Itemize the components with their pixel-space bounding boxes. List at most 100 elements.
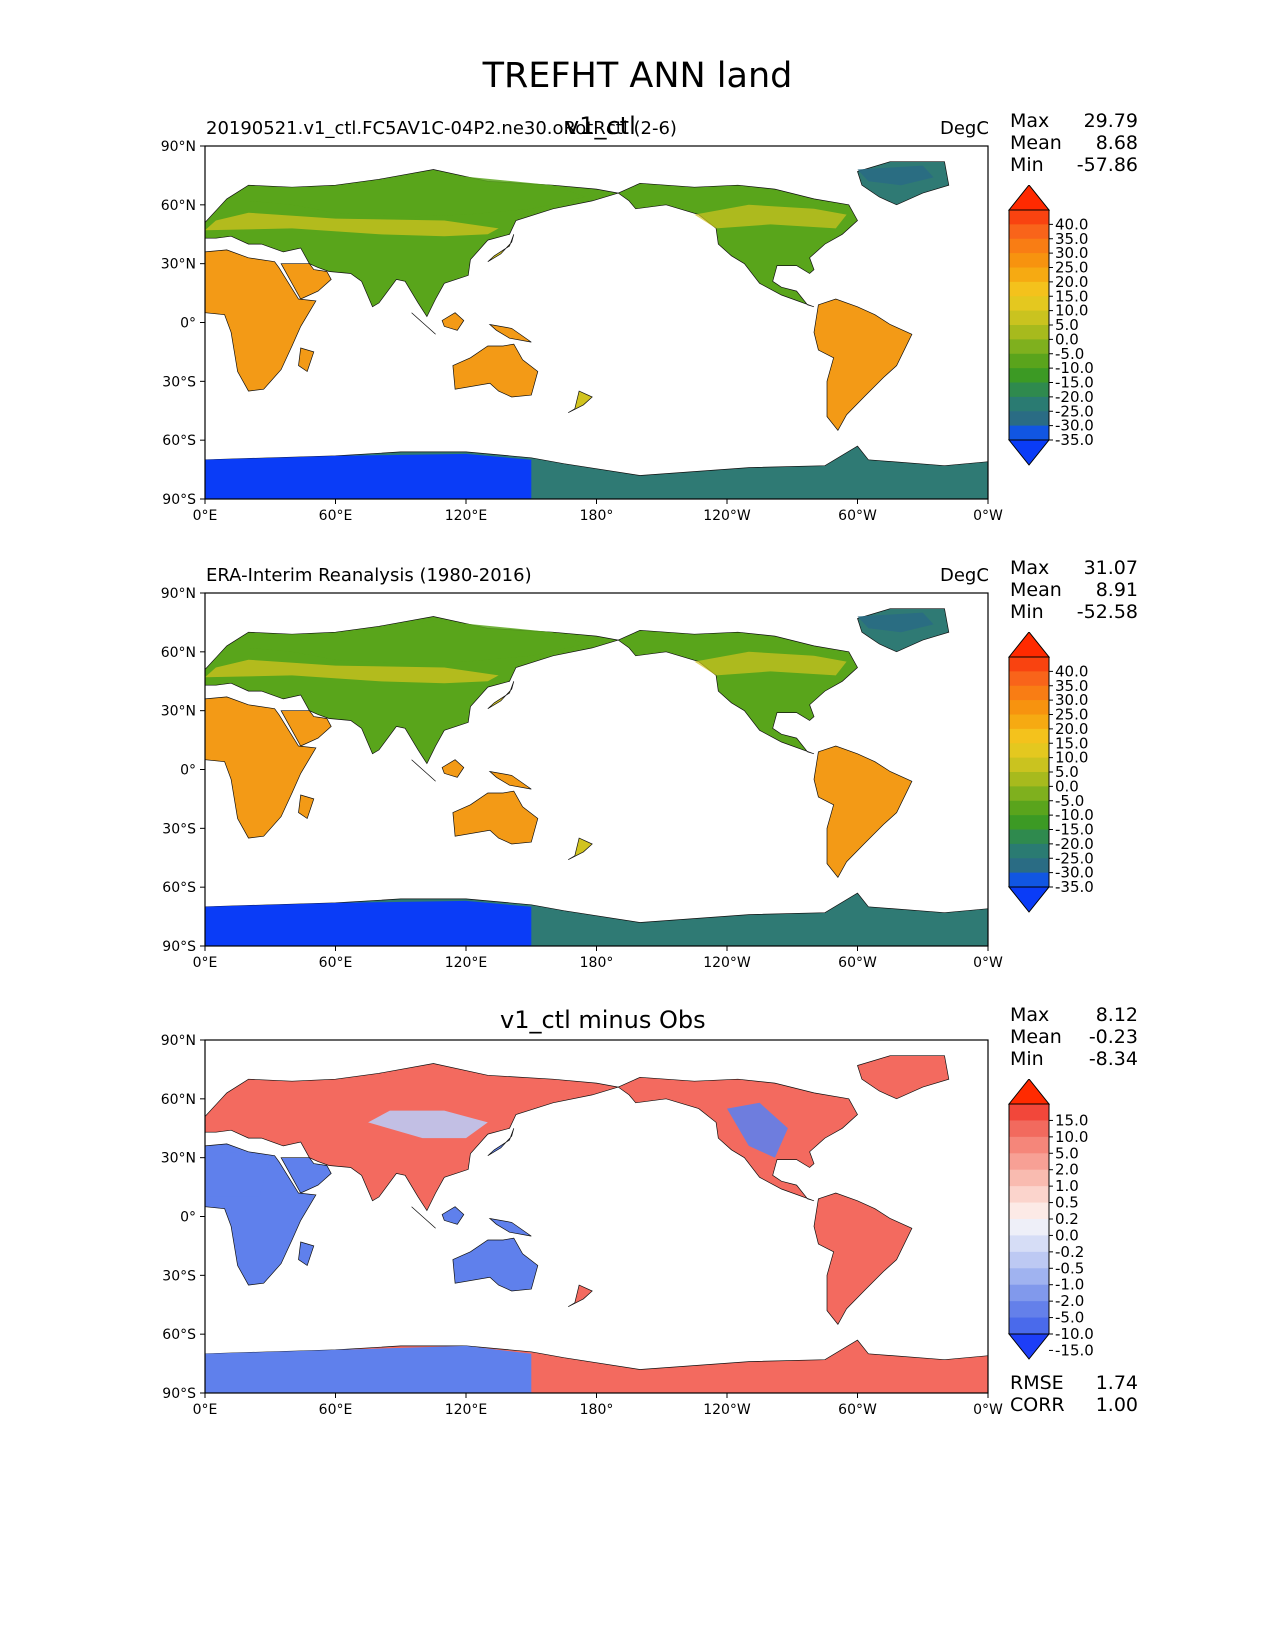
- land-australia: [452, 790, 539, 845]
- panel-1-stats: Max 29.79 Mean 8.68 Min -57.86: [1010, 111, 1138, 177]
- y-tick-label: 90°N: [161, 586, 196, 602]
- colorbar-bin: [1009, 296, 1049, 312]
- y-tick-label: 60°N: [161, 645, 196, 661]
- x-tick-label: 60°E: [319, 1402, 353, 1418]
- stat-max-value: 31.07: [1083, 557, 1138, 579]
- colorbar-label: -15.0: [1055, 821, 1094, 839]
- colorbar-label: 10.0: [1055, 749, 1088, 767]
- colorbar-label: -15.0: [1055, 1341, 1094, 1359]
- y-tick-label: 30°S: [162, 821, 196, 837]
- land-borneo: [441, 1206, 465, 1225]
- colorbar-label: -5.0: [1055, 345, 1084, 363]
- stat-mean-value: 8.91: [1095, 579, 1138, 601]
- colorbar-bin: [1009, 1136, 1049, 1154]
- colorbar-bin: [1009, 743, 1049, 759]
- colorbar-bin: [1009, 339, 1049, 355]
- land-na-mid-band: [694, 204, 847, 229]
- colorbar-label: -10.0: [1055, 359, 1094, 377]
- colorbar-bin: [1009, 1235, 1049, 1253]
- stat-max-label: Max: [1010, 1004, 1050, 1026]
- colorbar-label: -30.0: [1055, 417, 1094, 435]
- land-nz: [568, 837, 593, 861]
- stat-min-value: -52.58: [1076, 601, 1138, 623]
- y-tick-label: 0°: [180, 1210, 196, 1226]
- colorbar-bin: [1009, 1169, 1049, 1187]
- land-africa: [204, 249, 317, 392]
- colorbar-bin: [1009, 1317, 1049, 1335]
- stat-max-label: Max: [1010, 110, 1050, 132]
- colorbar-bin: [1009, 671, 1049, 687]
- colorbar-label: 0.2: [1055, 1210, 1079, 1228]
- land-arabia: [280, 1157, 332, 1194]
- land-newguinea: [488, 1217, 532, 1237]
- colorbar-bin: [1009, 786, 1049, 802]
- colorbar-label: 40.0: [1055, 215, 1088, 233]
- diff-east-antarctica: [205, 1345, 532, 1393]
- y-tick-label: 60°N: [161, 1092, 196, 1108]
- colorbar-label: 0.0: [1055, 330, 1079, 348]
- colorbar-bin: [1009, 1251, 1049, 1269]
- colorbar-extend-max: [1007, 632, 1051, 658]
- stat-min-value: -57.86: [1076, 154, 1138, 176]
- panel-1-left-title: 20190521.v1_ctl.FC5AV1C-04P2.ne30.oRotRc…: [206, 118, 677, 139]
- land-greenland: [857, 1055, 950, 1100]
- colorbar-bin: [1009, 382, 1049, 398]
- land-midlatitude-band: [205, 212, 499, 237]
- y-tick-label: 30°N: [161, 257, 196, 273]
- land-southAmerica: [813, 1192, 913, 1326]
- colorbar-bin: [1009, 310, 1049, 326]
- colorbar-label: 25.0: [1055, 706, 1088, 724]
- stat-min-label: Min: [1010, 601, 1044, 623]
- colorbar-extend-min: [1007, 439, 1051, 466]
- y-tick-label: 90°S: [162, 939, 196, 955]
- land-borneo: [441, 312, 465, 331]
- y-tick-label: 60°S: [162, 880, 196, 896]
- land-sumatra: [411, 1206, 436, 1229]
- land-southAmerica: [813, 298, 913, 432]
- ice-east-antarctica: [205, 453, 532, 499]
- colorbar-label: -25.0: [1055, 849, 1094, 867]
- stat-max-value: 29.79: [1083, 110, 1138, 132]
- colorbar-label: 35.0: [1055, 230, 1088, 248]
- colorbar-bin: [1009, 353, 1049, 369]
- land-japan: [487, 234, 515, 263]
- colorbar-label: 30.0: [1055, 691, 1088, 709]
- colorbar-bin: [1009, 1219, 1049, 1236]
- colorbar-label: -5.0: [1055, 792, 1084, 810]
- x-tick-label: 180°: [580, 1402, 614, 1418]
- x-tick-label: 120°W: [703, 955, 751, 971]
- colorbar-bin: [1009, 1268, 1049, 1286]
- land-madagascar: [298, 347, 315, 373]
- diff-central-asia: [368, 1110, 488, 1139]
- colorbar-bin: [1009, 396, 1049, 412]
- panel-1-map: 0°E 60°E 120°E 180° 120°W 60°W 0°W 90°N 60°N 30°N…: [161, 139, 1003, 524]
- x-tick-label: 120°E: [445, 1402, 488, 1418]
- colorbar-bin: [1009, 685, 1049, 701]
- colorbar-label: 5.0: [1055, 1144, 1079, 1162]
- colorbar-bin: [1009, 1301, 1049, 1319]
- land-northAmerica: [617, 1076, 858, 1202]
- land-nz: [568, 1284, 593, 1308]
- colorbar-bin: [1009, 411, 1049, 427]
- colorbar-label: -2.0: [1055, 1292, 1084, 1310]
- colorbar-label: 2.0: [1055, 1161, 1079, 1179]
- y-tick-label: 90°S: [162, 1386, 196, 1402]
- colorbar-bin: [1009, 1202, 1049, 1220]
- colorbar-extend-min: [1007, 1333, 1051, 1360]
- corr-value: 1.00: [1095, 1394, 1138, 1416]
- colorbar-label: -10.0: [1055, 1325, 1094, 1343]
- colorbar-bin: [1009, 224, 1049, 240]
- colorbar-label: -0.5: [1055, 1259, 1084, 1277]
- ice-greenland-core: [857, 612, 934, 633]
- panel-2-colorbar: 40.035.030.025.020.015.010.05.00.0-5.0-1…: [1007, 632, 1094, 913]
- colorbar-bin: [1009, 829, 1049, 845]
- land-madagascar: [298, 794, 315, 820]
- colorbar-label: 30.0: [1055, 244, 1088, 262]
- colorbar-bin: [1009, 238, 1049, 254]
- colorbar-label: 15.0: [1055, 1111, 1088, 1129]
- land-newguinea: [488, 770, 532, 790]
- colorbar-bin: [1009, 843, 1049, 859]
- panel-2-stats: Max 31.07 Mean 8.91 Min -52.58: [1010, 558, 1138, 624]
- stat-min-label: Min: [1010, 154, 1044, 176]
- panel-3-stats: Max 8.12 Mean -0.23 Min -8.34: [1010, 1005, 1138, 1071]
